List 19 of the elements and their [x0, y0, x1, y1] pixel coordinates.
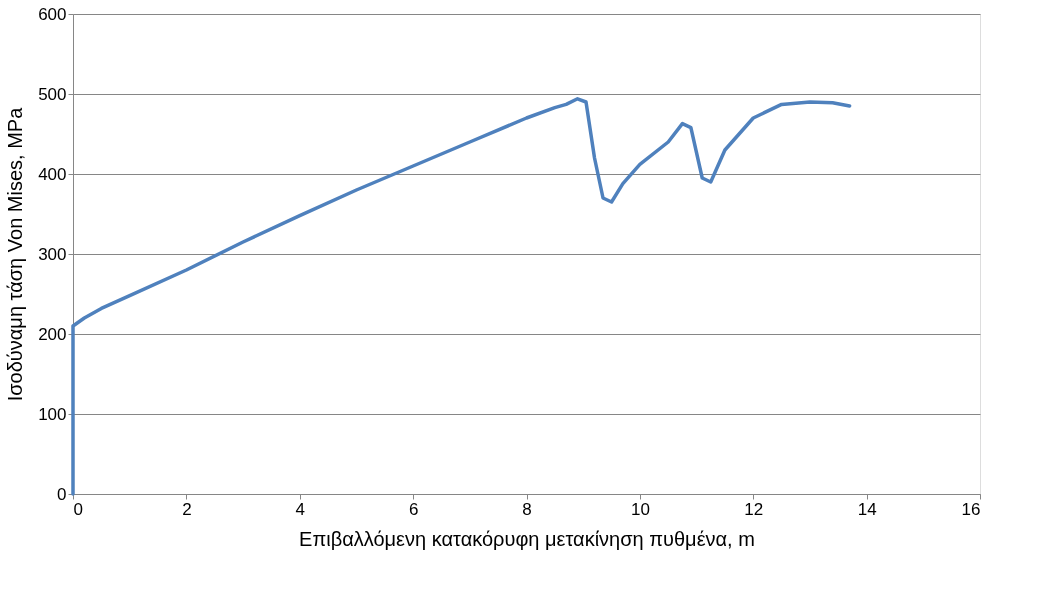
x-tick-label: 10: [630, 499, 650, 519]
x-tick-label: 8: [522, 499, 532, 519]
x-tick-label: 2: [182, 499, 192, 519]
y-tick-label: 400: [38, 164, 67, 184]
y-tick-label: 0: [57, 484, 67, 504]
x-tick-label: 4: [295, 499, 305, 519]
x-tick-label: 12: [744, 499, 764, 519]
y-tick-label: 600: [38, 4, 67, 24]
y-tick-label: 300: [38, 244, 67, 264]
line-series: [71, 97, 852, 496]
y-tick-label: 500: [38, 84, 67, 104]
x-tick-label: 0: [73, 499, 83, 519]
x-axis-title: Επιβαλλόμενη κατακόρυφη μετακίνηση πυθμένα, m: [299, 527, 755, 550]
x-tick-label: 16: [961, 499, 981, 519]
x-tick-label: 6: [408, 499, 419, 519]
y-axis-title: Ισοδύναμη τάση Von Mises, MPa: [4, 106, 27, 402]
y-tick-label: 200: [38, 324, 67, 344]
y-tick-label: 100: [38, 404, 67, 424]
x-tick-label: 14: [857, 499, 877, 519]
